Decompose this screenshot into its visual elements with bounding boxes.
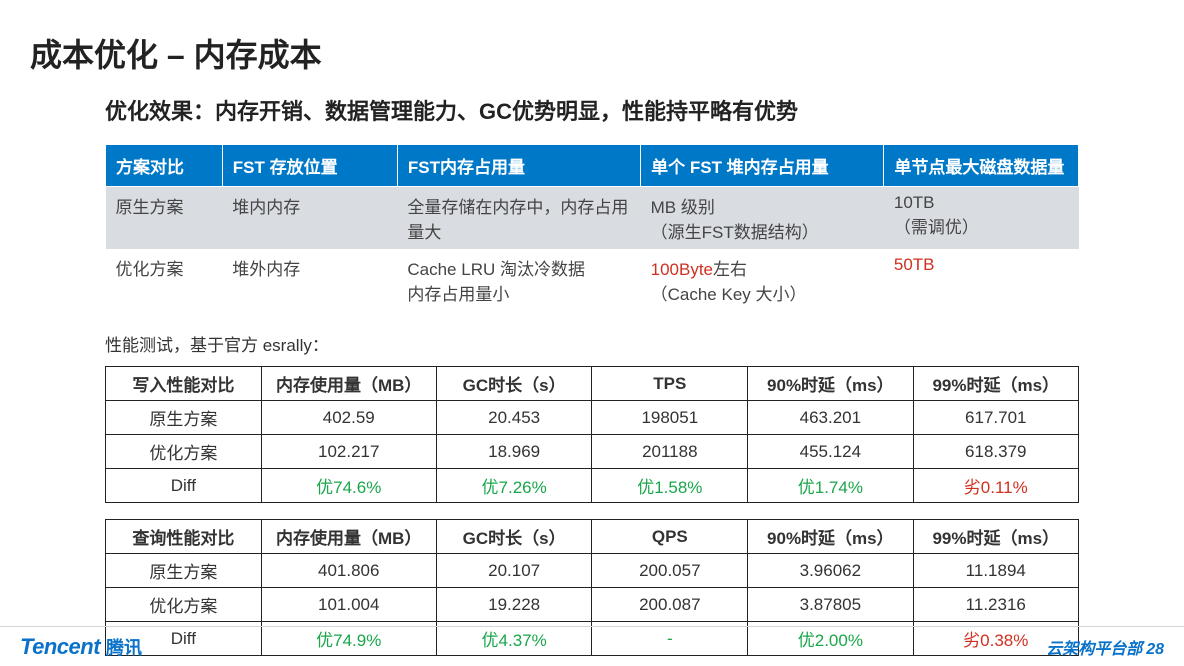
table-cell: Cache LRU 淘汰冷数据内存占用量小 [397, 249, 640, 311]
table-row: 优化方案102.21718.969201188455.124618.379 [106, 435, 1079, 469]
table-cell: 198051 [592, 401, 748, 435]
table-cell: 19.228 [436, 588, 592, 622]
comparison-table: 方案对比FST 存放位置FST内存占用量单个 FST 堆内存占用量单节点最大磁盘… [105, 144, 1079, 311]
table-header-cell: FST 存放位置 [222, 145, 397, 187]
table-cell: 200.087 [592, 588, 748, 622]
diff-cell: 优74.6% [261, 469, 436, 503]
table-cell: 455.124 [748, 435, 913, 469]
table-cell: 原生方案 [106, 187, 223, 250]
table-cell: 原生方案 [106, 401, 262, 435]
note-line: 性能测试，基于官方 esrally： [105, 331, 1154, 356]
diff-cell: 优1.74% [748, 469, 913, 503]
table-cell: 20.453 [436, 401, 592, 435]
logo-en: Tencent [20, 634, 100, 660]
table-header-cell: 单节点最大磁盘数据量 [884, 145, 1079, 187]
table-header-cell: 内存使用量（MB） [261, 367, 436, 401]
table-header-cell: 90%时延（ms） [748, 367, 913, 401]
table-header-cell: FST内存占用量 [397, 145, 640, 187]
table-cell: 10TB（需调优） [884, 187, 1079, 250]
table-cell: 617.701 [913, 401, 1078, 435]
table-cell: Diff [106, 469, 262, 503]
table-cell: 18.969 [436, 435, 592, 469]
table-header-row: 写入性能对比内存使用量（MB）GC时长（s）TPS90%时延（ms）99%时延（… [106, 367, 1079, 401]
table-header-cell: TPS [592, 367, 748, 401]
table-row: 优化方案101.00419.228200.0873.8780511.2316 [106, 588, 1079, 622]
table-cell: 11.1894 [913, 554, 1078, 588]
table-cell: 101.004 [261, 588, 436, 622]
table-cell: 3.96062 [748, 554, 913, 588]
table-cell: 优化方案 [106, 249, 223, 311]
table-cell: 原生方案 [106, 554, 262, 588]
table-cell: 11.2316 [913, 588, 1078, 622]
table-cell: 618.379 [913, 435, 1078, 469]
table-header-cell: 99%时延（ms） [913, 520, 1078, 554]
table-cell: 优化方案 [106, 588, 262, 622]
table-cell: 堆内内存 [222, 187, 397, 250]
page-number: 28 [1146, 641, 1164, 658]
table-header-cell: 方案对比 [106, 145, 223, 187]
tencent-logo: Tencent 腾讯 [20, 634, 142, 660]
table-cell: 401.806 [261, 554, 436, 588]
logo-cn: 腾讯 [106, 634, 142, 660]
table-cell: 3.87805 [748, 588, 913, 622]
table-cell: 200.057 [592, 554, 748, 588]
table-header-cell: GC时长（s） [436, 367, 592, 401]
table-row: 优化方案堆外内存Cache LRU 淘汰冷数据内存占用量小100Byte左右（C… [106, 249, 1079, 311]
table-header-cell: 写入性能对比 [106, 367, 262, 401]
table-cell: 463.201 [748, 401, 913, 435]
table-header-cell: QPS [592, 520, 748, 554]
table-row: 原生方案堆内内存全量存储在内存中，内存占用量大MB 级别（源生FST数据结构）1… [106, 187, 1079, 250]
table-row: 原生方案402.5920.453198051463.201617.701 [106, 401, 1079, 435]
table-cell: 50TB [884, 249, 1079, 311]
diff-cell: 优1.58% [592, 469, 748, 503]
table-header-cell: GC时长（s） [436, 520, 592, 554]
slide-title: 成本优化 – 内存成本 [30, 30, 1154, 76]
slide-subtitle: 优化效果：内存开销、数据管理能力、GC优势明显，性能持平略有优势 [105, 94, 1154, 126]
table-cell: 优化方案 [106, 435, 262, 469]
table-header-cell: 99%时延（ms） [913, 367, 1078, 401]
footer: Tencent 腾讯 云架构平台部28 [0, 626, 1184, 666]
table-cell: 201188 [592, 435, 748, 469]
table-cell: 402.59 [261, 401, 436, 435]
slide: 成本优化 – 内存成本 优化效果：内存开销、数据管理能力、GC优势明显，性能持平… [0, 0, 1184, 666]
table-cell: MB 级别（源生FST数据结构） [641, 187, 884, 250]
write-perf-table-wrap: 写入性能对比内存使用量（MB）GC时长（s）TPS90%时延（ms）99%时延（… [105, 366, 1079, 503]
table-header-cell: 单个 FST 堆内存占用量 [641, 145, 884, 187]
diff-cell: 优7.26% [436, 469, 592, 503]
comparison-table-wrap: 方案对比FST 存放位置FST内存占用量单个 FST 堆内存占用量单节点最大磁盘… [105, 144, 1079, 311]
footer-right: 云架构平台部28 [1046, 635, 1164, 659]
table-cell: 全量存储在内存中，内存占用量大 [397, 187, 640, 250]
diff-row: Diff优74.6%优7.26%优1.58%优1.74%劣0.11% [106, 469, 1079, 503]
table-row: 原生方案401.80620.107200.0573.9606211.1894 [106, 554, 1079, 588]
dept-label: 云架构平台部 [1046, 641, 1142, 658]
table-header-row: 方案对比FST 存放位置FST内存占用量单个 FST 堆内存占用量单节点最大磁盘… [106, 145, 1079, 187]
diff-cell: 劣0.11% [913, 469, 1078, 503]
table-cell: 100Byte左右（Cache Key 大小） [641, 249, 884, 311]
table-header-cell: 90%时延（ms） [748, 520, 913, 554]
table-header-cell: 内存使用量（MB） [261, 520, 436, 554]
table-header-row: 查询性能对比内存使用量（MB）GC时长（s）QPS90%时延（ms）99%时延（… [106, 520, 1079, 554]
table-cell: 20.107 [436, 554, 592, 588]
table-cell: 102.217 [261, 435, 436, 469]
table-header-cell: 查询性能对比 [106, 520, 262, 554]
write-perf-table: 写入性能对比内存使用量（MB）GC时长（s）TPS90%时延（ms）99%时延（… [105, 366, 1079, 503]
table-cell: 堆外内存 [222, 249, 397, 311]
